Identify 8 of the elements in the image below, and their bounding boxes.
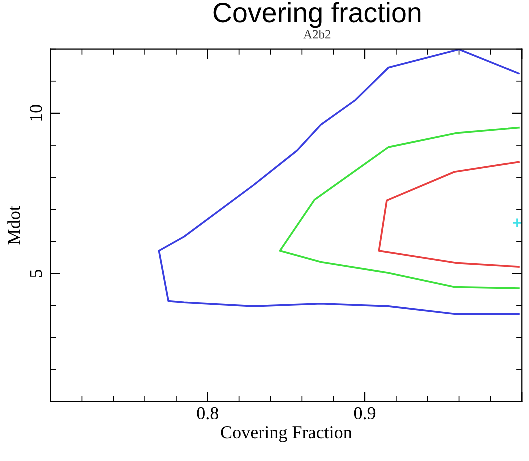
- y-tick-label: 5: [30, 270, 42, 278]
- y-tick-label: 10: [30, 105, 42, 121]
- chart-subtitle: A2b2: [304, 30, 331, 39]
- y-axis-title: Mdot: [8, 206, 20, 245]
- x-tick-label: 0.9: [354, 407, 376, 420]
- x-axis-title: Covering Fraction: [221, 426, 352, 442]
- x-tick-label: 0.8: [197, 407, 218, 420]
- chart-title: Covering fraction: [214, 2, 421, 28]
